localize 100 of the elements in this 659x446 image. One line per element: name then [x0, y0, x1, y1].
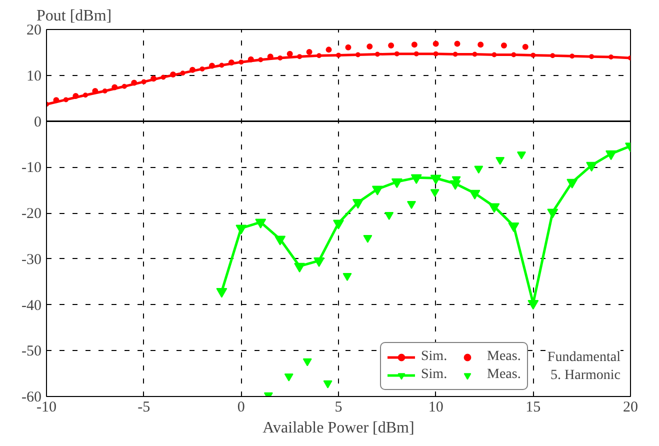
- point: [363, 234, 372, 243]
- point: [333, 220, 344, 230]
- point: [430, 189, 440, 198]
- point: [286, 50, 293, 57]
- x-axis-title: Available Power [dBm]: [262, 420, 414, 436]
- point: [566, 178, 578, 189]
- y-tick-label: -40: [22, 298, 42, 314]
- point: [430, 174, 442, 184]
- point: [414, 51, 419, 56]
- point: [432, 40, 439, 47]
- y-tick-label: -30: [22, 252, 42, 268]
- point: [394, 51, 400, 56]
- point: [496, 156, 505, 165]
- point: [516, 151, 526, 160]
- point: [589, 54, 594, 60]
- point: [112, 84, 118, 90]
- legend-label: Sim.: [421, 367, 448, 383]
- point: [530, 52, 536, 58]
- y-tick-label: -20: [22, 206, 42, 222]
- point: [72, 93, 79, 100]
- point: [323, 380, 332, 388]
- point: [102, 88, 108, 94]
- x-tick-label: 5: [334, 400, 342, 416]
- point: [141, 79, 146, 84]
- point: [238, 60, 244, 65]
- legend-label: Sim.: [421, 349, 448, 365]
- point: [606, 150, 617, 160]
- legend-label: Meas.: [487, 349, 521, 365]
- point: [278, 55, 283, 60]
- point: [255, 218, 266, 228]
- x-tick-label: 0: [237, 400, 245, 416]
- y-tick-label: 10: [26, 68, 42, 84]
- point: [284, 374, 294, 382]
- point: [410, 174, 422, 184]
- point: [474, 166, 484, 174]
- point: [190, 66, 196, 73]
- point: [384, 212, 394, 220]
- point: [488, 203, 500, 213]
- legend-label: Meas.: [487, 367, 521, 383]
- point: [391, 178, 402, 188]
- point: [200, 66, 205, 72]
- x-tick-label: 10: [428, 400, 444, 416]
- point: [302, 358, 312, 366]
- x-tick-label: 20: [623, 400, 638, 416]
- annotation: 5. Harmonic: [550, 368, 621, 383]
- y-tick-label: -50: [22, 344, 42, 360]
- point: [452, 52, 458, 57]
- point: [550, 53, 556, 58]
- point: [352, 199, 364, 209]
- point: [180, 70, 186, 76]
- point: [122, 84, 127, 89]
- point: [355, 52, 360, 58]
- point: [469, 190, 480, 200]
- point: [170, 71, 176, 78]
- point: [314, 257, 325, 267]
- point: [258, 57, 264, 62]
- point: [508, 222, 520, 232]
- point: [216, 288, 228, 298]
- point: [407, 201, 416, 209]
- point: [326, 46, 332, 53]
- point: [306, 48, 312, 55]
- y-tick-label: 0: [34, 114, 42, 130]
- point: [208, 62, 215, 69]
- y-tick-label: 20: [26, 22, 42, 38]
- point: [63, 97, 68, 102]
- point: [366, 43, 373, 50]
- point: [345, 44, 352, 50]
- point: [316, 53, 322, 58]
- point: [547, 208, 558, 218]
- x-tick-label: 15: [526, 400, 541, 416]
- point: [586, 162, 598, 172]
- point: [274, 236, 286, 246]
- point: [228, 60, 234, 66]
- point: [500, 42, 507, 49]
- point: [82, 92, 88, 98]
- point: [294, 262, 306, 272]
- point: [511, 52, 516, 58]
- y-axis-title: Pout [dBm]: [36, 8, 112, 24]
- point: [53, 97, 60, 104]
- point: [411, 42, 418, 48]
- point: [248, 56, 254, 62]
- point: [388, 42, 394, 49]
- point: [433, 51, 438, 56]
- point: [372, 186, 383, 196]
- point: [236, 224, 247, 234]
- point: [297, 54, 302, 60]
- point: [374, 52, 380, 57]
- point: [336, 52, 341, 58]
- point: [492, 52, 497, 58]
- point: [150, 76, 157, 82]
- point: [608, 54, 614, 60]
- annotation: Fundamental: [547, 350, 621, 365]
- y-tick-label: -10: [22, 160, 42, 176]
- point: [570, 54, 575, 59]
- x-tick-label: -5: [138, 400, 150, 416]
- point: [528, 300, 539, 310]
- point: [454, 40, 460, 47]
- point: [522, 44, 528, 50]
- point: [342, 273, 352, 281]
- point: [472, 52, 478, 57]
